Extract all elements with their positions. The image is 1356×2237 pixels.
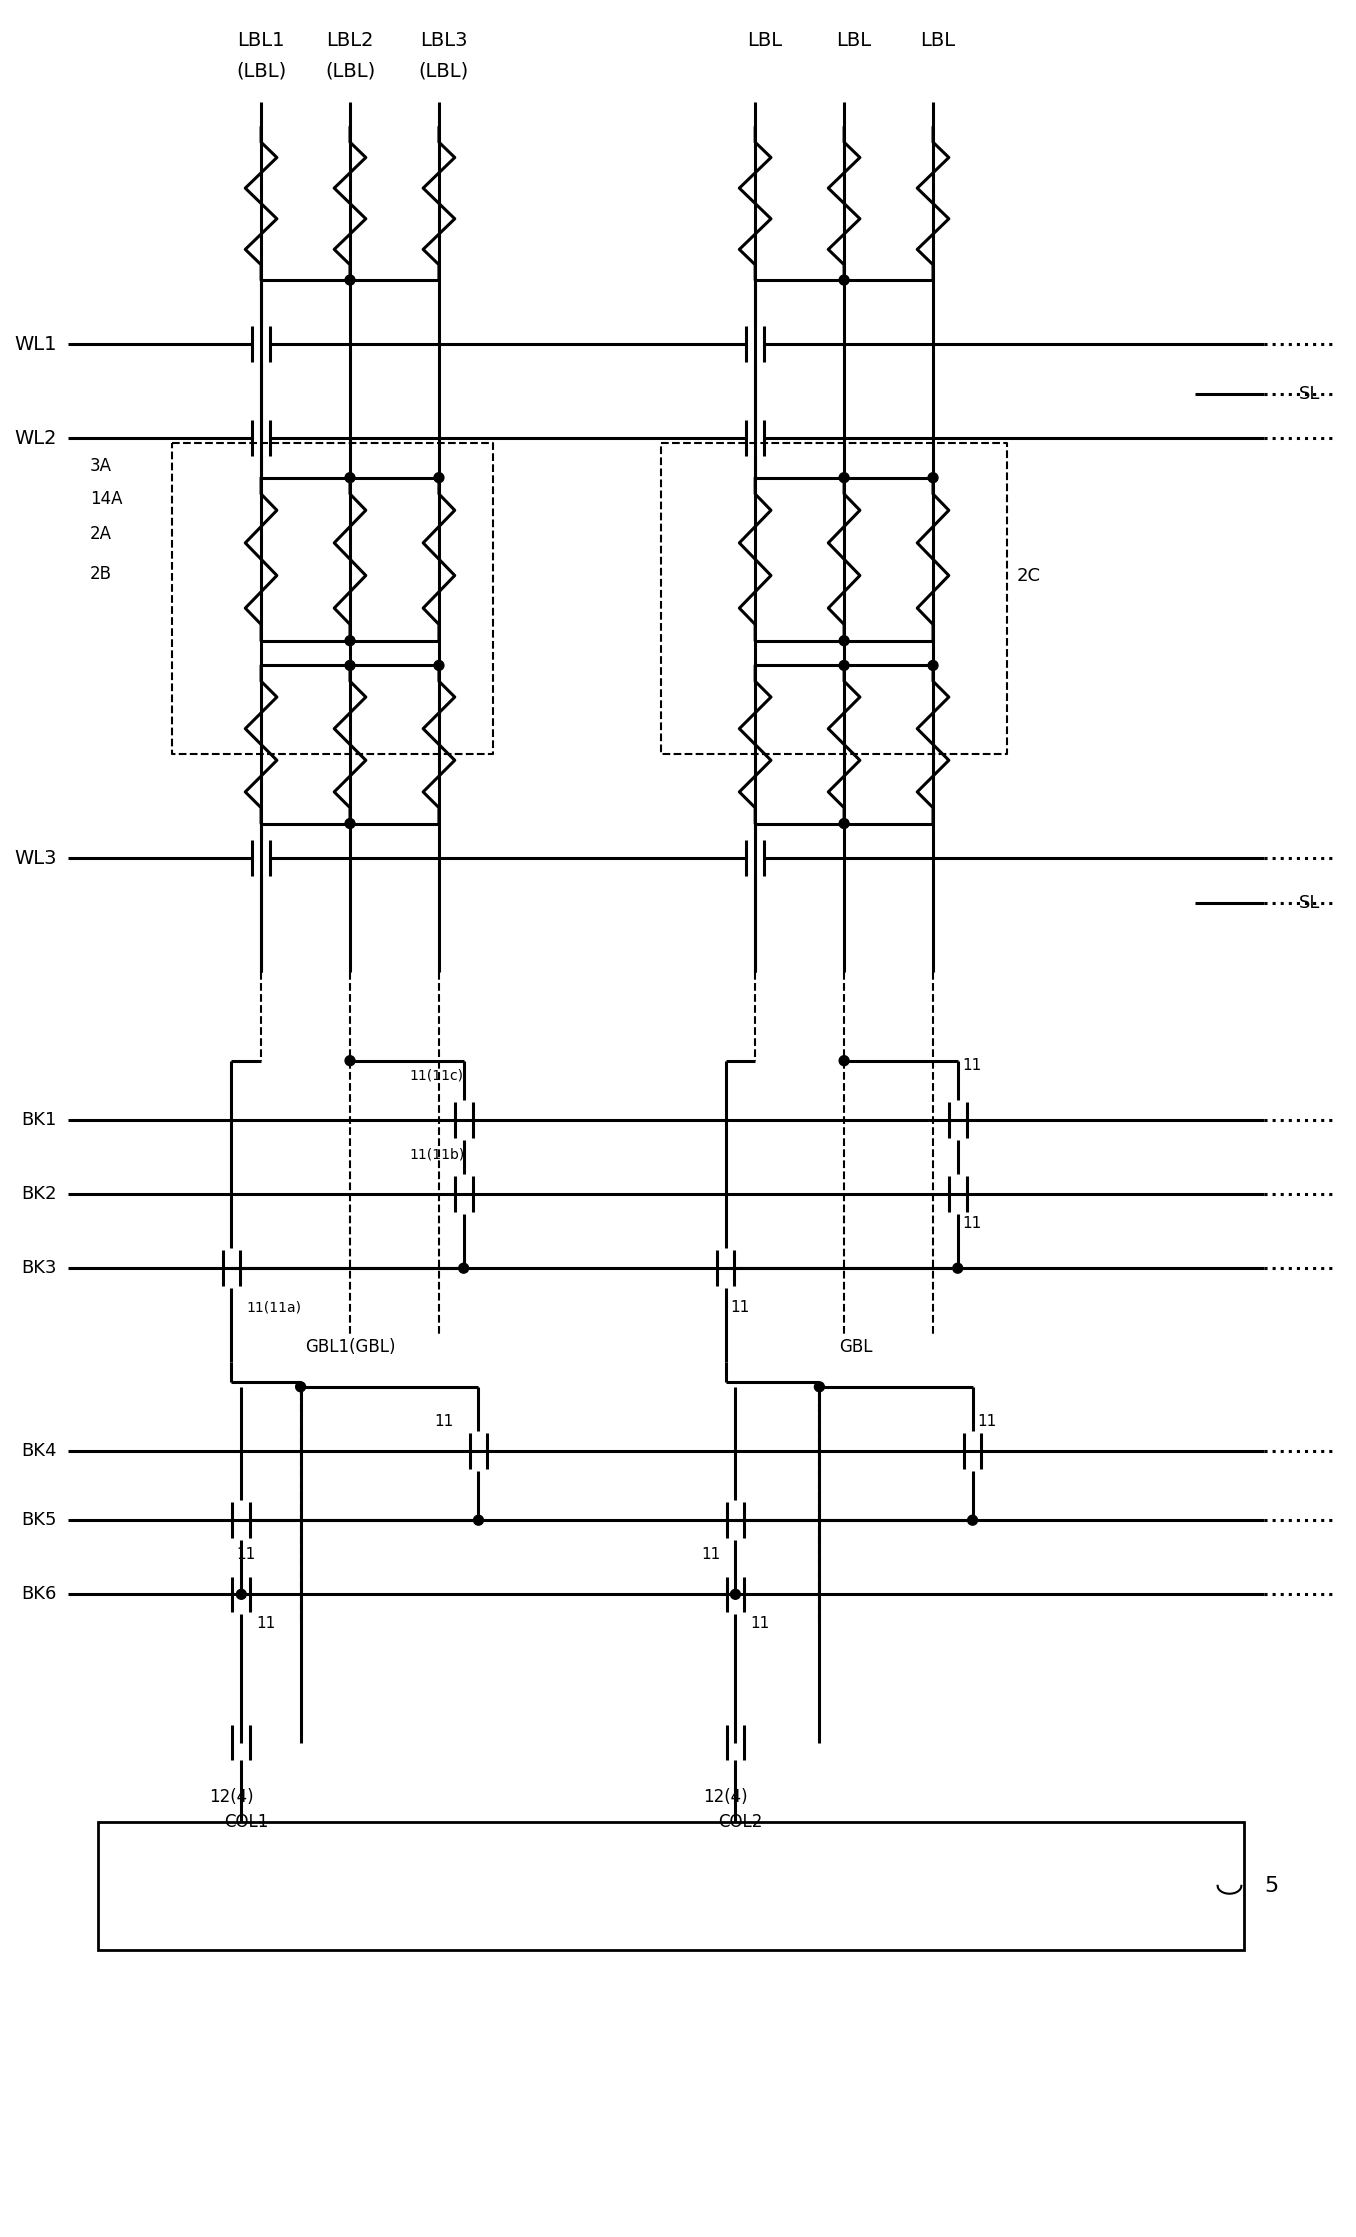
Text: 2B: 2B xyxy=(89,564,113,582)
Text: BK2: BK2 xyxy=(22,1186,57,1204)
Circle shape xyxy=(344,819,355,828)
Text: 11: 11 xyxy=(236,1548,256,1561)
Text: BK4: BK4 xyxy=(22,1443,57,1461)
Circle shape xyxy=(344,1056,355,1065)
Text: WL1: WL1 xyxy=(14,336,57,353)
Text: 3A: 3A xyxy=(89,456,113,474)
Circle shape xyxy=(839,635,849,646)
Text: BK3: BK3 xyxy=(22,1259,57,1277)
Circle shape xyxy=(434,472,443,483)
Circle shape xyxy=(928,472,938,483)
Circle shape xyxy=(458,1264,469,1273)
Text: 11: 11 xyxy=(434,1414,453,1429)
Text: 11: 11 xyxy=(750,1617,769,1631)
Circle shape xyxy=(473,1514,484,1526)
Text: 12(4): 12(4) xyxy=(704,1787,747,1805)
Circle shape xyxy=(434,660,443,671)
Text: 11(11c): 11(11c) xyxy=(410,1069,464,1083)
Text: LBL: LBL xyxy=(837,31,872,51)
Text: (LBL): (LBL) xyxy=(236,60,286,81)
Text: WL3: WL3 xyxy=(14,848,57,868)
Text: SL: SL xyxy=(1299,893,1319,913)
Text: 14A: 14A xyxy=(89,490,122,508)
Text: BK6: BK6 xyxy=(22,1586,57,1604)
Text: LBL1: LBL1 xyxy=(237,31,285,51)
Text: 2A: 2A xyxy=(89,526,113,544)
Text: 11: 11 xyxy=(978,1414,997,1429)
Circle shape xyxy=(815,1382,824,1391)
Text: LBL2: LBL2 xyxy=(327,31,374,51)
Text: 2C: 2C xyxy=(1017,568,1041,586)
Text: LBL: LBL xyxy=(921,31,956,51)
Text: LBL3: LBL3 xyxy=(420,31,468,51)
Circle shape xyxy=(839,660,849,671)
Circle shape xyxy=(953,1264,963,1273)
Text: 11(11b): 11(11b) xyxy=(410,1148,465,1161)
Circle shape xyxy=(344,660,355,671)
Circle shape xyxy=(236,1588,247,1599)
Circle shape xyxy=(839,1056,849,1065)
Circle shape xyxy=(839,275,849,284)
Text: 11: 11 xyxy=(963,1217,982,1230)
Text: WL2: WL2 xyxy=(14,430,57,447)
Text: LBL: LBL xyxy=(747,31,782,51)
Text: 11: 11 xyxy=(256,1617,275,1631)
Text: (LBL): (LBL) xyxy=(325,60,376,81)
Circle shape xyxy=(344,472,355,483)
Text: BK5: BK5 xyxy=(22,1512,57,1530)
Text: GBL1(GBL): GBL1(GBL) xyxy=(305,1338,396,1356)
Text: 12(4): 12(4) xyxy=(209,1787,254,1805)
Circle shape xyxy=(968,1514,978,1526)
FancyBboxPatch shape xyxy=(98,1821,1245,1951)
Text: BK1: BK1 xyxy=(22,1112,57,1130)
Text: 11: 11 xyxy=(963,1058,982,1074)
Circle shape xyxy=(928,660,938,671)
Circle shape xyxy=(839,819,849,828)
Text: (LBL): (LBL) xyxy=(419,60,469,81)
Circle shape xyxy=(344,275,355,284)
Text: 11: 11 xyxy=(731,1300,750,1315)
Circle shape xyxy=(344,635,355,646)
Circle shape xyxy=(296,1382,305,1391)
Circle shape xyxy=(839,472,849,483)
Text: 11: 11 xyxy=(701,1548,720,1561)
Text: 5: 5 xyxy=(1264,1877,1279,1895)
Text: COL1: COL1 xyxy=(224,1812,268,1830)
Text: GBL: GBL xyxy=(839,1338,873,1356)
Text: COL2: COL2 xyxy=(719,1812,762,1830)
Circle shape xyxy=(731,1588,740,1599)
Text: SL: SL xyxy=(1299,385,1319,403)
Text: 11(11a): 11(11a) xyxy=(247,1300,301,1315)
